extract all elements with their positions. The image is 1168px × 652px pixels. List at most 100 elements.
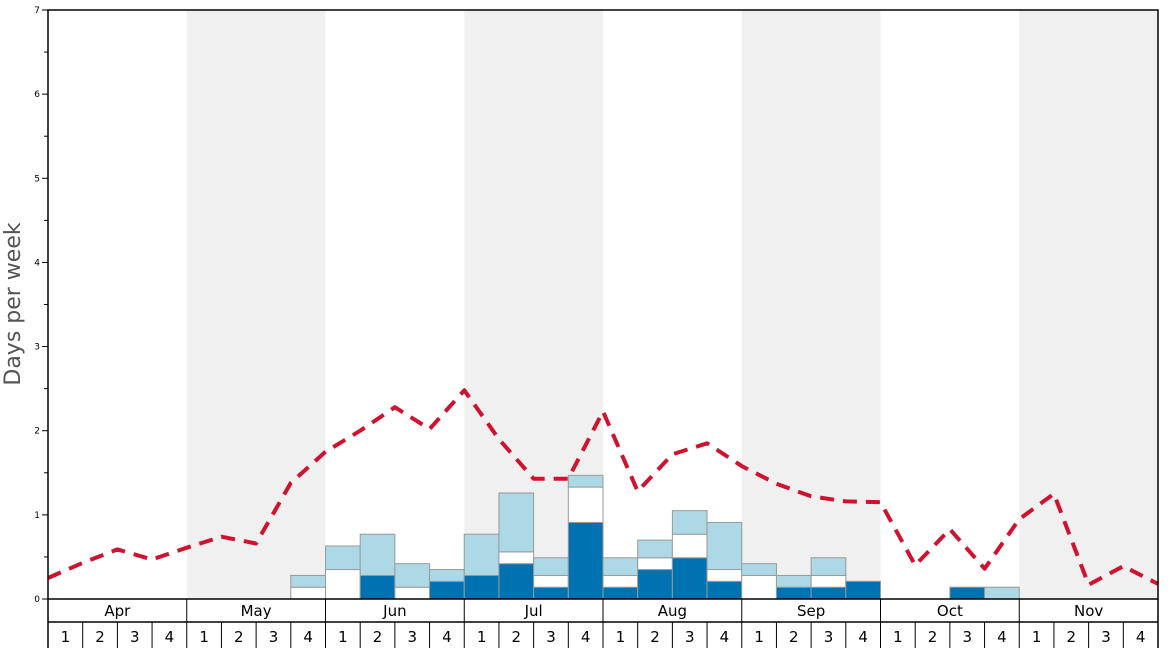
week-label: 2	[928, 628, 938, 646]
bar-segment-light	[775, 574, 812, 588]
y-tick-label: 1	[34, 511, 40, 521]
week-label: 1	[1032, 628, 1042, 646]
bar-segment-dark	[359, 574, 396, 600]
y-tick-label: 3	[34, 343, 40, 353]
week-label: 4	[720, 628, 730, 646]
month-label-aug: Aug	[658, 602, 687, 620]
trend-line	[47, 388, 1159, 587]
bar-segment-dark	[602, 586, 639, 600]
week-label: 3	[824, 628, 834, 646]
bar-segment-light	[706, 521, 743, 571]
week-label: 3	[1101, 628, 1111, 646]
bar-segment-dark	[429, 580, 465, 600]
week-label: 1	[61, 628, 71, 646]
bar-segment-dark	[671, 557, 708, 600]
y-tick-label: 2	[34, 427, 40, 437]
bar-segment-dark	[498, 563, 535, 600]
bars	[290, 474, 1020, 600]
bar-segment-light	[394, 563, 431, 588]
bar-segment-white	[290, 586, 326, 600]
y-tick-label: 6	[34, 90, 40, 100]
bar-segment-light	[533, 557, 569, 576]
bar-segment-light	[637, 539, 673, 559]
month-band-sep	[741, 10, 881, 599]
week-label: 4	[858, 628, 868, 646]
month-label-may: May	[241, 602, 272, 620]
month-label-sep: Sep	[797, 602, 825, 620]
bar-segment-light	[810, 557, 847, 576]
bar-segment-light	[325, 545, 361, 571]
week-label: 1	[199, 628, 209, 646]
week-label: 3	[269, 628, 279, 646]
bar-segment-white	[741, 574, 777, 600]
week-label: 2	[1067, 628, 1077, 646]
bar-segment-white	[671, 533, 708, 559]
bar-segment-light	[429, 569, 465, 582]
bar-segment-light	[984, 586, 1020, 600]
bar-segment-white	[637, 557, 673, 571]
week-label: 2	[512, 628, 522, 646]
week-label: 2	[373, 628, 383, 646]
week-label: 1	[338, 628, 348, 646]
bar-segment-light	[567, 474, 604, 488]
bar-segment-white	[810, 574, 847, 588]
week-label: 3	[130, 628, 140, 646]
y-tick-label: 5	[34, 174, 40, 184]
bar-segment-white	[325, 569, 361, 600]
bar-segment-white	[567, 486, 604, 523]
y-tick-label: 0	[34, 595, 40, 605]
bar-segment-light	[602, 557, 639, 576]
week-label: 4	[165, 628, 175, 646]
bar-segment-dark	[775, 586, 812, 600]
month-label-apr: Apr	[104, 602, 131, 620]
week-label: 3	[962, 628, 972, 646]
bar-segment-white	[394, 586, 431, 600]
week-label: 1	[893, 628, 903, 646]
y-tick-label: 7	[34, 6, 40, 16]
bar-segment-light	[359, 533, 396, 576]
bar-segment-light	[498, 492, 535, 553]
week-label: 1	[754, 628, 764, 646]
week-label: 4	[303, 628, 313, 646]
bar-segment-light	[671, 510, 708, 535]
week-label: 2	[95, 628, 105, 646]
week-label: 1	[616, 628, 626, 646]
week-label: 3	[685, 628, 695, 646]
month-band-may	[186, 10, 326, 599]
bar-segment-dark	[533, 586, 569, 600]
y-axis-label: Days per week	[1, 222, 26, 385]
y-tick-label: 4	[34, 258, 40, 268]
week-label: 4	[997, 628, 1007, 646]
week-label: 2	[650, 628, 660, 646]
month-label-oct: Oct	[937, 602, 963, 620]
week-label: 4	[442, 628, 452, 646]
bar-segment-white	[706, 569, 743, 582]
bar-segment-dark	[845, 580, 881, 600]
bar-segment-dark	[949, 586, 986, 600]
week-label: 1	[477, 628, 487, 646]
trend-line-group	[47, 388, 1159, 587]
week-label: 2	[789, 628, 799, 646]
bar-segment-dark	[706, 580, 743, 600]
bar-segment-light	[290, 574, 326, 588]
bar-segment-dark	[463, 574, 500, 600]
bar-segment-dark	[810, 586, 847, 600]
week-label: 3	[407, 628, 417, 646]
month-label-jul: Jul	[524, 602, 543, 620]
bar-segment-dark	[637, 569, 673, 600]
bar-segment-white	[498, 551, 535, 565]
bar-segment-dark	[567, 521, 604, 600]
bar-segment-white	[533, 574, 569, 588]
month-label-nov: Nov	[1074, 602, 1103, 620]
week-label: 4	[581, 628, 591, 646]
bar-segment-light	[463, 533, 500, 576]
bar-segment-white	[602, 574, 639, 588]
week-label: 2	[234, 628, 244, 646]
bar-segment-light	[741, 563, 777, 576]
month-label-jun: Jun	[382, 602, 406, 620]
month-band-nov	[1019, 10, 1158, 599]
week-label: 3	[546, 628, 556, 646]
axes: 0 1 2 3 4 5 6 7 Apr May Jun Jul Aug Sep Oct Nov 1 2 3 4 1 2 3 4…	[34, 6, 1159, 648]
